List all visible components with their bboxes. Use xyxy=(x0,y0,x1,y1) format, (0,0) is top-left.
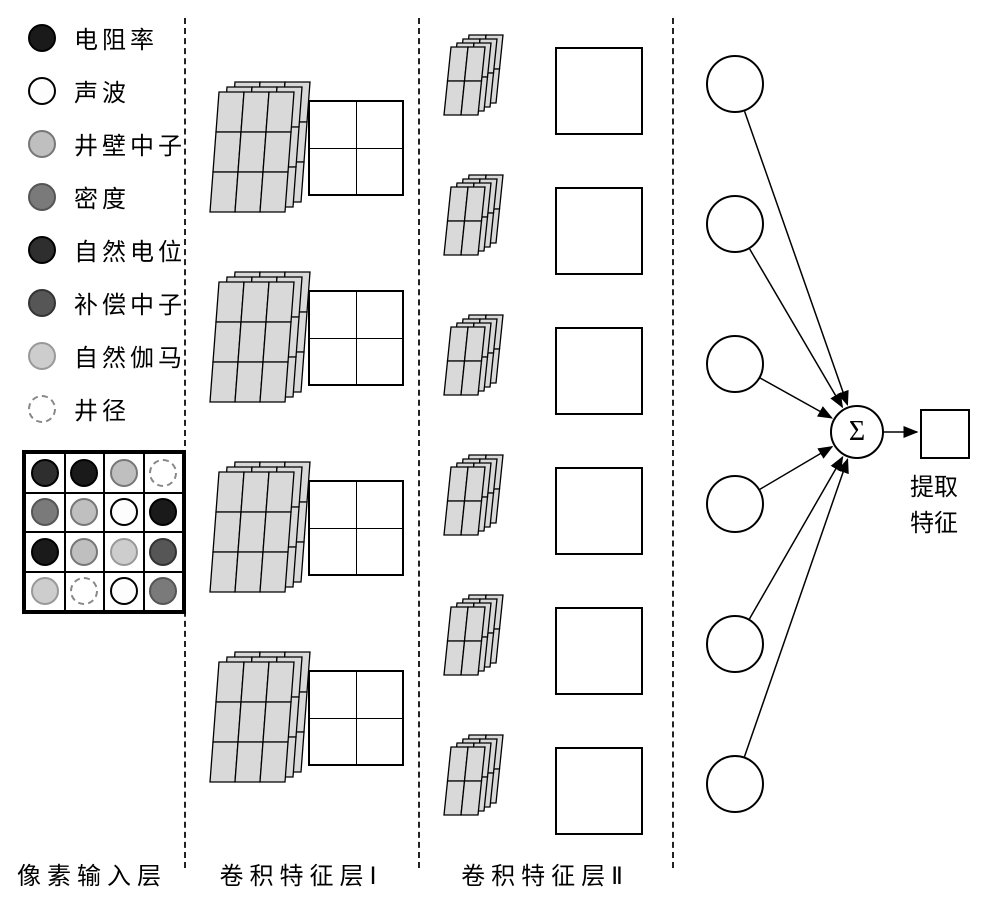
neuron xyxy=(706,475,764,533)
legend-label: 自然伽马 xyxy=(74,338,186,373)
filter-stack xyxy=(442,453,505,537)
comp_neutron-icon xyxy=(28,289,56,317)
resistivity-icon xyxy=(31,538,59,566)
input-cell xyxy=(144,532,184,572)
legend-label: 自然电位 xyxy=(74,232,186,267)
filter-stack xyxy=(442,593,505,677)
feature-map xyxy=(555,747,643,835)
density-icon xyxy=(149,577,177,605)
filter-stack xyxy=(442,313,505,397)
feature-map xyxy=(308,480,404,576)
wall_neutron-icon xyxy=(70,498,98,526)
caliper-icon xyxy=(28,395,56,423)
gr-icon xyxy=(28,342,56,370)
neuron xyxy=(706,335,764,393)
input-cell xyxy=(144,572,184,612)
filter-stack xyxy=(208,650,312,784)
legend: 电阻率声波井壁中子密度自然电位补偿中子自然伽马井径 xyxy=(28,20,186,444)
input-cell xyxy=(25,532,65,572)
input-cell xyxy=(144,453,184,493)
caption-input-layer: 像素输入层 xyxy=(0,856,184,891)
filter-stack xyxy=(208,460,312,594)
output-feature xyxy=(920,409,970,459)
input-cell xyxy=(25,453,65,493)
legend-item-density: 密度 xyxy=(28,179,186,214)
neuron xyxy=(706,755,764,813)
neuron xyxy=(706,615,764,673)
wall_neutron-icon xyxy=(28,130,56,158)
gr-icon xyxy=(110,538,138,566)
legend-item-caliper: 井径 xyxy=(28,391,186,426)
legend-item-sp: 自然电位 xyxy=(28,232,186,267)
filter-stack xyxy=(442,33,505,117)
filter-stack xyxy=(208,80,312,214)
neuron xyxy=(706,55,764,113)
caption-conv1: 卷积特征层Ⅰ xyxy=(184,856,418,891)
input-cell xyxy=(25,572,65,612)
filter-stack xyxy=(442,173,505,257)
legend-label: 密度 xyxy=(74,179,130,214)
diagram-root: 电阻率声波井壁中子密度自然电位补偿中子自然伽马井径 Σ 像素输入层 卷积特征层Ⅰ… xyxy=(0,0,1000,921)
input-cell xyxy=(65,532,105,572)
pixel-input-grid xyxy=(22,450,186,614)
gr-icon xyxy=(31,577,59,605)
legend-label: 井径 xyxy=(74,391,130,426)
caption-output: 提取特征 xyxy=(910,470,958,542)
filter-stack xyxy=(208,270,312,404)
input-cell xyxy=(25,493,65,533)
filter-stack xyxy=(442,733,505,817)
legend-item-comp_neutron: 补偿中子 xyxy=(28,285,186,320)
sp-icon xyxy=(28,236,56,264)
sonic-icon xyxy=(110,498,138,526)
sigma-node: Σ xyxy=(830,405,884,459)
input-cell xyxy=(104,572,144,612)
feature-map xyxy=(308,290,404,386)
sonic-icon xyxy=(110,577,138,605)
legend-label: 电阻率 xyxy=(74,20,158,55)
input-cell xyxy=(144,493,184,533)
resistivity-icon xyxy=(70,459,98,487)
separator-2 xyxy=(418,18,420,868)
legend-label: 补偿中子 xyxy=(74,285,186,320)
wall_neutron-icon xyxy=(110,459,138,487)
input-cell xyxy=(65,572,105,612)
feature-map xyxy=(555,187,643,275)
feature-map xyxy=(555,47,643,135)
resistivity-icon xyxy=(28,24,56,52)
density-icon xyxy=(28,183,56,211)
feature-map xyxy=(555,467,643,555)
resistivity-icon xyxy=(149,498,177,526)
input-cell xyxy=(104,493,144,533)
input-cell xyxy=(65,493,105,533)
legend-item-wall_neutron: 井壁中子 xyxy=(28,126,186,161)
caliper-icon xyxy=(70,577,98,605)
density-icon xyxy=(31,498,59,526)
sp-icon xyxy=(31,459,59,487)
feature-map xyxy=(308,670,404,766)
input-cell xyxy=(104,532,144,572)
wall_neutron-icon xyxy=(70,538,98,566)
legend-label: 井壁中子 xyxy=(74,126,186,161)
comp_neutron-icon xyxy=(149,538,177,566)
neuron xyxy=(706,195,764,253)
legend-item-resistivity: 电阻率 xyxy=(28,20,186,55)
feature-map xyxy=(308,100,404,196)
sonic-icon xyxy=(28,77,56,105)
legend-item-gr: 自然伽马 xyxy=(28,338,186,373)
legend-item-sonic: 声波 xyxy=(28,73,186,108)
feature-map xyxy=(555,327,643,415)
input-cell xyxy=(65,453,105,493)
separator-3 xyxy=(672,18,674,868)
input-cell xyxy=(104,453,144,493)
caliper-icon xyxy=(149,459,177,487)
legend-label: 声波 xyxy=(74,73,130,108)
feature-map xyxy=(555,607,643,695)
caption-conv2: 卷积特征层Ⅱ xyxy=(418,856,672,891)
